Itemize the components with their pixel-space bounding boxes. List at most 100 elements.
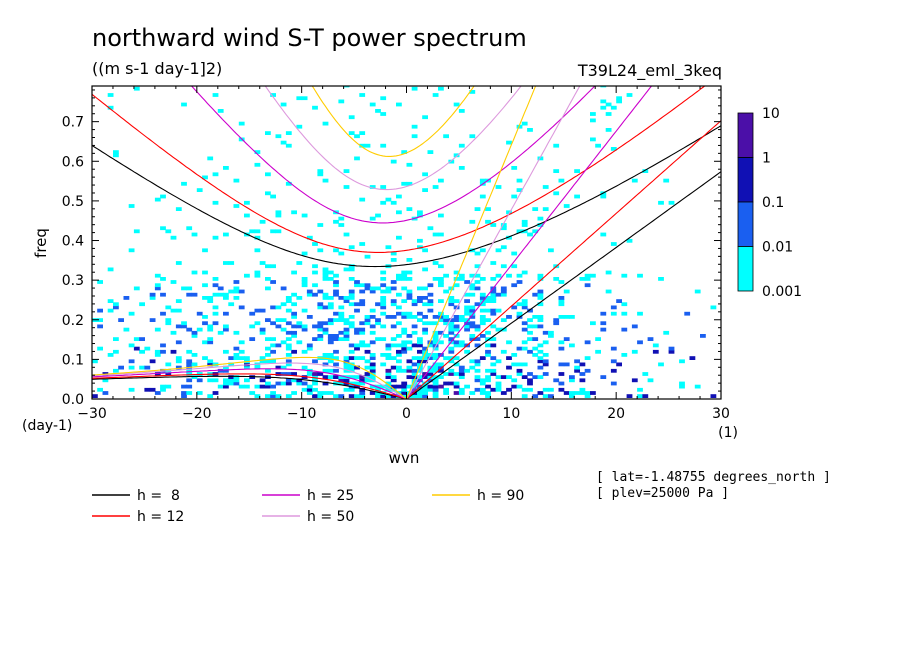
heatmap-cell	[348, 131, 355, 135]
heatmap-cell	[537, 375, 544, 379]
heatmap-cell	[411, 394, 418, 398]
heatmap-cell	[270, 305, 276, 310]
dispersion-curve	[92, 125, 721, 268]
heatmap-cell	[359, 321, 366, 326]
x-tick-label: 30	[712, 406, 730, 422]
heatmap-cell	[500, 289, 507, 294]
heatmap-cell	[411, 302, 418, 307]
heatmap-cell	[207, 299, 214, 303]
heatmap-cell	[322, 296, 329, 300]
heatmap-cell	[417, 299, 423, 303]
heatmap-cell	[469, 134, 476, 139]
heatmap-cell	[406, 292, 413, 297]
heatmap-cell	[558, 296, 565, 300]
heatmap-cell	[432, 381, 439, 386]
heatmap-cell	[432, 334, 439, 338]
heatmap-cell	[160, 226, 166, 231]
heatmap-cell	[422, 248, 428, 253]
heatmap-cell	[291, 270, 297, 275]
heatmap-cell	[212, 305, 219, 310]
x-tick-label: 0	[402, 406, 411, 422]
heatmap-cell	[521, 327, 528, 332]
heatmap-cell	[511, 283, 518, 288]
heatmap-cell	[422, 286, 428, 291]
heatmap-cell	[448, 302, 455, 307]
heatmap-cell	[317, 248, 324, 253]
y-tick-label: 0.3	[62, 273, 84, 289]
heatmap-cell	[359, 330, 366, 335]
heatmap-cell	[359, 283, 366, 288]
heatmap-cell	[516, 273, 523, 278]
heatmap-cell	[154, 286, 161, 291]
heatmap-cell	[348, 267, 355, 272]
heatmap-cell	[448, 296, 455, 300]
heatmap-cell	[401, 387, 408, 392]
heatmap-cell	[500, 391, 507, 395]
heatmap-cell	[668, 346, 675, 351]
heatmap-cell	[306, 346, 313, 351]
y-tick-label: 0.6	[62, 154, 84, 170]
x-tick-label: −10	[287, 406, 317, 422]
heatmap-cell	[668, 349, 675, 354]
heatmap-cell	[548, 394, 554, 398]
heatmap-cell	[453, 356, 460, 360]
heatmap-cell	[154, 197, 161, 202]
heatmap-cell	[500, 292, 507, 297]
heatmap-cell	[469, 365, 476, 370]
heatmap-cell	[610, 381, 617, 386]
heatmap-cell	[443, 134, 449, 139]
color-scale-label: 10	[762, 106, 780, 122]
heatmap-cell	[417, 378, 423, 383]
heatmap-cell	[521, 375, 528, 379]
heatmap-cell	[679, 359, 685, 364]
heatmap-cell	[427, 365, 434, 370]
heatmap-cell	[123, 327, 130, 332]
heatmap-cell	[354, 346, 360, 351]
heatmap-cell	[448, 349, 455, 354]
heatmap-cell	[490, 356, 497, 360]
heatmap-cell	[417, 210, 423, 215]
heatmap-cell	[432, 277, 439, 281]
heatmap-cell	[291, 334, 297, 338]
heatmap-cell	[375, 286, 381, 291]
heatmap-cell	[359, 378, 366, 383]
heatmap-cell	[333, 289, 339, 294]
heatmap-cell	[511, 362, 518, 367]
heatmap-cell	[396, 235, 402, 240]
heatmap-cell	[175, 261, 182, 265]
heatmap-cell	[511, 194, 518, 199]
heatmap-cell	[490, 311, 497, 316]
heatmap-cell	[244, 378, 250, 383]
heatmap-cell	[322, 368, 329, 373]
heatmap-cell	[327, 356, 334, 360]
heatmap-cell	[495, 308, 502, 313]
heatmap-cell	[317, 391, 324, 395]
heatmap-cell	[479, 391, 486, 395]
heatmap-cell	[327, 321, 334, 326]
heatmap-cell	[139, 349, 145, 354]
heatmap-cell	[479, 308, 486, 313]
heatmap-cell	[542, 353, 549, 357]
heatmap-cell	[322, 330, 329, 335]
heatmap-cell	[359, 356, 366, 360]
heatmap-cell	[375, 321, 381, 326]
heatmap-cell	[453, 324, 460, 329]
heatmap-cell	[438, 86, 444, 91]
heatmap-cell	[359, 131, 366, 135]
heatmap-cell	[364, 318, 371, 322]
heatmap-cell	[516, 346, 523, 351]
heatmap-cell	[490, 223, 497, 227]
heatmap-cell	[406, 258, 413, 262]
x-tick-label: 10	[502, 406, 520, 422]
heatmap-cell	[537, 296, 544, 300]
heatmap-cell	[364, 378, 371, 383]
heatmap-cell	[223, 349, 229, 354]
heatmap-cell	[417, 356, 423, 360]
heatmap-cell	[590, 391, 596, 395]
heatmap-cell	[532, 375, 539, 379]
heatmap-cell	[354, 308, 360, 313]
heatmap-cell	[338, 337, 345, 341]
heatmap-cell	[458, 375, 465, 379]
heatmap-cell	[521, 340, 528, 345]
heatmap-cell	[306, 292, 313, 297]
